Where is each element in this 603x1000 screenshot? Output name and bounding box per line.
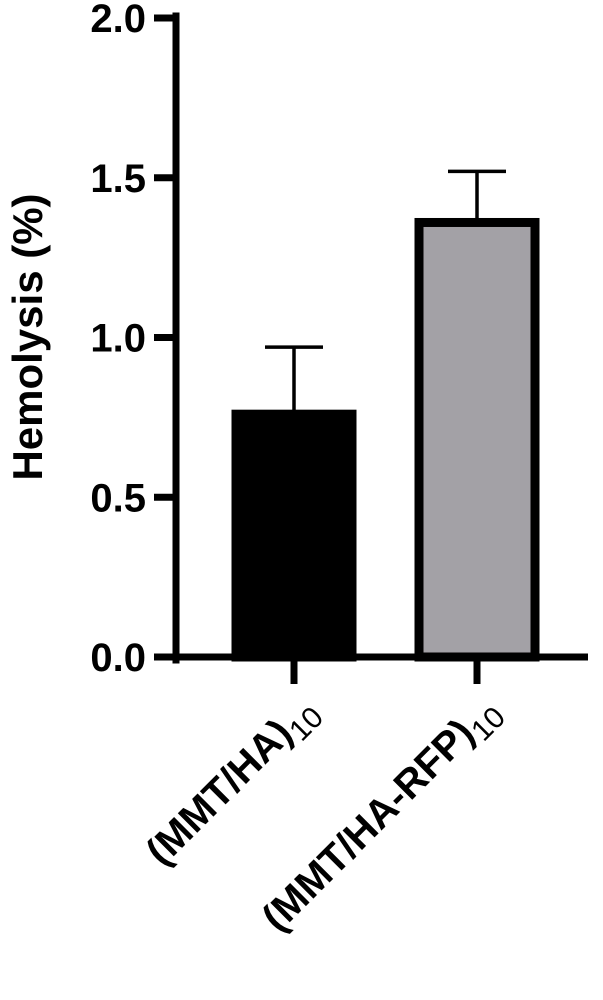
axes-layer: [154, 12, 588, 684]
y-tick-label-2: 1.0: [90, 317, 146, 361]
bars-layer: [231, 217, 540, 662]
y-tick-label-1: 0.5: [90, 476, 146, 520]
error-bars-layer: [265, 169, 506, 415]
x-category-label-1: (MMT/HA)10: [138, 687, 330, 879]
category-name: (MMT/HA): [138, 711, 301, 874]
y-tick-label-0: 0.0: [90, 636, 146, 680]
y-axis-title: Hemolysis (%): [4, 193, 51, 480]
bar-1: [231, 409, 357, 662]
bar-2: [414, 217, 540, 662]
y-tick-label-3: 1.5: [90, 157, 146, 201]
y-tick-label-4: 2.0: [90, 0, 146, 41]
